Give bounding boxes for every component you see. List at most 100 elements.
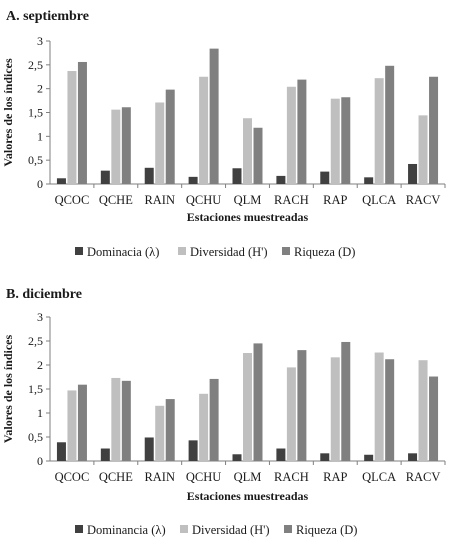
- x-category-label: QCHE: [99, 193, 133, 207]
- y-tick-label: 0,5: [28, 153, 43, 167]
- bar: [253, 343, 263, 461]
- bar: [209, 48, 219, 185]
- bar: [77, 61, 87, 185]
- x-category-label: QCHE: [99, 470, 133, 484]
- bar: [56, 442, 66, 461]
- bar: [100, 448, 110, 461]
- bar: [67, 71, 77, 184]
- bar: [155, 102, 165, 184]
- chart-panel-1: A. septiembre 0 0,5 1 1,5 2 2,5 3 Valores de los…: [1, 9, 446, 259]
- bar: [165, 399, 175, 461]
- bar: [320, 453, 330, 461]
- legend-label: Riqueza (D): [296, 523, 357, 537]
- chart-panel-2: B. diciembre 0 0,5 1 1,5 2 2,5 3 Valores de los …: [1, 287, 446, 537]
- panel-title: B. diciembre: [6, 287, 82, 302]
- x-category-label: QCHU: [186, 470, 221, 484]
- y-tick-label: 1: [37, 406, 43, 420]
- legend-swatch: [75, 247, 83, 255]
- x-category-label: QCOC: [55, 470, 90, 484]
- y-tick-label: 2: [37, 82, 43, 96]
- bar: [188, 440, 198, 461]
- legend-swatch: [178, 247, 186, 255]
- y-tick-label: 2: [37, 358, 43, 372]
- x-category-label: RAP: [323, 193, 347, 207]
- bar: [286, 86, 296, 184]
- legend-label: Diversidad (H'): [192, 523, 270, 537]
- bar: [364, 454, 374, 461]
- bar: [77, 384, 87, 461]
- bar: [144, 167, 154, 184]
- x-category-label: QCOC: [55, 193, 90, 207]
- bar: [100, 170, 110, 184]
- bar: [232, 168, 242, 184]
- bar: [385, 359, 395, 461]
- x-category-label: RACH: [274, 470, 309, 484]
- x-category-label: QLCA: [362, 193, 396, 207]
- x-category-label: QLM: [234, 470, 262, 484]
- bar: [408, 163, 418, 184]
- panel-title: A. septiembre: [6, 9, 89, 24]
- x-category-label: RACV: [406, 470, 441, 484]
- x-category-label: QCHU: [186, 193, 221, 207]
- bar: [418, 360, 428, 461]
- bar: [243, 118, 252, 184]
- bar: [144, 437, 154, 461]
- y-tick-label: 3: [37, 310, 43, 324]
- x-category-label: RAP: [323, 470, 347, 484]
- x-axis-title: Estaciones muestreadas: [187, 210, 309, 224]
- bar: [341, 97, 351, 184]
- bar: [111, 109, 121, 184]
- bar: [155, 405, 165, 461]
- x-category-label: RACH: [274, 193, 309, 207]
- bar: [199, 393, 209, 461]
- bar: [165, 89, 175, 184]
- bar: [330, 98, 340, 184]
- y-tick-label: 0,5: [28, 430, 43, 444]
- bar: [408, 453, 418, 461]
- y-tick-label: 0: [37, 454, 43, 468]
- bar: [320, 171, 330, 184]
- bar: [276, 448, 286, 461]
- y-tick-label: 1,5: [28, 382, 43, 396]
- bar: [276, 175, 286, 184]
- legend-label: Riqueza (D): [294, 245, 355, 259]
- y-tick-label: 0: [37, 177, 43, 191]
- bar: [385, 65, 395, 184]
- legend-swatch: [284, 525, 292, 533]
- bar: [121, 380, 131, 461]
- bar: [364, 177, 374, 184]
- bar: [56, 178, 66, 184]
- bar: [341, 341, 351, 461]
- bar: [374, 78, 384, 184]
- x-category-label: RACV: [406, 193, 441, 207]
- y-tick-label: 1,5: [28, 106, 43, 120]
- bar: [297, 79, 307, 184]
- bar: [429, 376, 439, 461]
- legend-swatch: [180, 525, 188, 533]
- bar: [188, 176, 198, 184]
- legend-swatch: [282, 247, 290, 255]
- bar: [418, 115, 428, 184]
- x-category-label: RAIN: [144, 193, 175, 207]
- bar: [67, 390, 77, 461]
- bar: [111, 377, 121, 461]
- bar: [209, 378, 219, 461]
- y-axis-title: Valores de los índices: [1, 335, 15, 444]
- bar: [286, 367, 296, 461]
- bar: [243, 353, 252, 461]
- x-category-label: RAIN: [144, 470, 175, 484]
- bar: [199, 76, 209, 184]
- bar: [330, 357, 340, 461]
- y-tick-label: 1: [37, 129, 43, 143]
- x-category-label: QLCA: [362, 470, 396, 484]
- legend-label: Diversidad (H'): [190, 245, 268, 259]
- bar: [253, 127, 263, 184]
- x-axis-title: Estaciones muestreadas: [187, 489, 309, 503]
- bar: [121, 107, 131, 184]
- bar: [429, 76, 439, 184]
- legend-label: Dominancia (λ): [87, 523, 166, 537]
- y-tick-label: 2,5: [28, 58, 43, 72]
- bar: [232, 454, 242, 461]
